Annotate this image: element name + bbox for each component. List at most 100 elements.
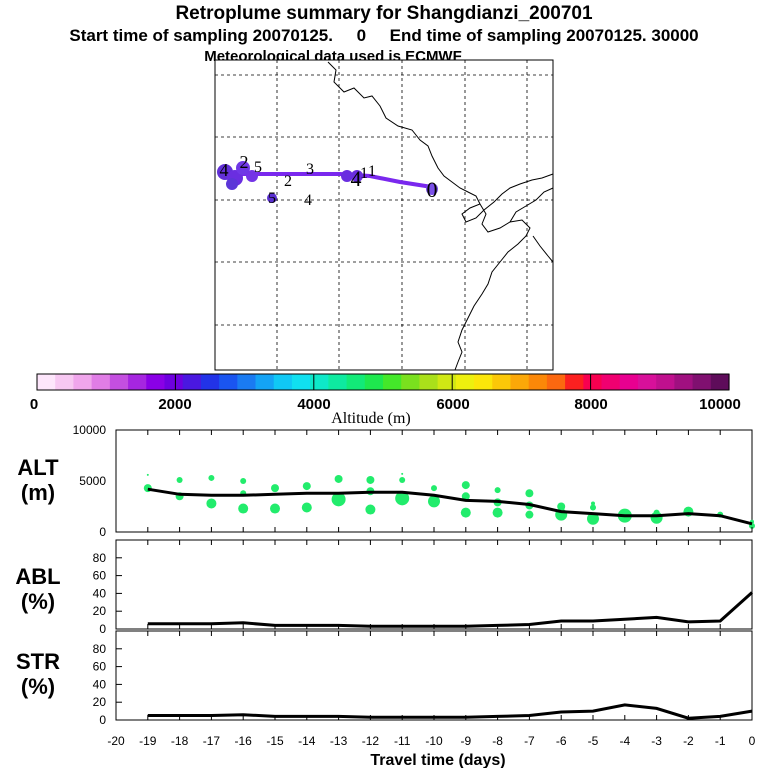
x-tick-label: -13 — [330, 734, 348, 748]
colorbar-swatch — [565, 374, 584, 390]
colorbar-tick-label: 8000 — [574, 396, 607, 413]
colorbar-tick-label: 0 — [30, 396, 38, 413]
colorbar-swatch — [182, 374, 202, 390]
colorbar-swatch — [656, 374, 675, 390]
track-label: 1 — [368, 163, 376, 180]
x-tick-label: -7 — [524, 734, 535, 748]
y-tick-label: 60 — [93, 569, 107, 583]
str-xtick-labels: -20 -19 -18 -17 -16 -15 -14 -13 -12 -11 -10 -9 -8 -7-… — [107, 734, 755, 748]
colorbar-tick-label: 4000 — [297, 396, 330, 413]
altitude-colorbar — [36, 373, 730, 391]
colorbar-swatch — [37, 374, 56, 390]
colorbar-swatch — [710, 374, 730, 390]
x-tick-label: 0 — [749, 734, 756, 748]
alt-dot — [302, 482, 311, 491]
x-tick-label: -3 — [651, 734, 662, 748]
alt-dot — [590, 504, 596, 511]
colorbar-swatch — [364, 374, 384, 390]
track-label: 4 — [351, 166, 362, 191]
alt-dot — [557, 502, 566, 511]
alt-dot — [431, 485, 437, 492]
alt-scatter — [143, 472, 755, 529]
x-tick-label: -14 — [298, 734, 316, 748]
str-line — [147, 703, 753, 720]
alt-dot — [494, 487, 501, 494]
colorbar-swatch — [637, 374, 657, 390]
x-tick-label: -20 — [107, 734, 125, 748]
y-tick-label: 0 — [99, 713, 106, 727]
colorbar-swatch — [419, 374, 439, 390]
colorbar-swatch — [128, 374, 147, 390]
colorbar-swatch — [73, 374, 93, 390]
track-line — [233, 172, 433, 189]
track-marker — [236, 161, 250, 175]
alt-dot — [460, 507, 471, 518]
str-ylabel: STR — [16, 649, 60, 674]
x-tick-label: -12 — [362, 734, 380, 748]
track-label: 2 — [284, 173, 292, 190]
alt-yunit: (m) — [21, 480, 55, 505]
track-label: 4 — [304, 192, 312, 209]
colorbar-swatch — [55, 374, 75, 390]
y-tick-label: 0 — [99, 622, 106, 636]
abl-panel: ABL (%) 80 60 40 20 0 — [15, 539, 754, 636]
x-tick-label: -6 — [556, 734, 567, 748]
colorbar-swatch — [437, 374, 457, 390]
colorbar-swatch — [310, 374, 329, 390]
track-label: 5 — [268, 190, 276, 207]
colorbar-swatch — [674, 374, 694, 390]
track-marker — [246, 170, 258, 182]
y-tick-label: 20 — [93, 604, 107, 618]
track-label: 3 — [306, 161, 314, 178]
abl-yunit: (%) — [21, 589, 55, 614]
track-marker — [226, 178, 238, 190]
alt-dot — [271, 484, 279, 493]
alt-panel: ALT (m) 10000 5000 0 — [17, 423, 755, 539]
x-tick-label: -18 — [171, 734, 189, 748]
alt-xticks — [115, 430, 753, 532]
colorbar-swatch — [291, 374, 311, 390]
map-panel: 0 1 2 3 4 5 2 4 5 1 4 — [214, 59, 554, 371]
alt-dot — [331, 492, 346, 507]
y-tick-label: 80 — [93, 551, 107, 565]
x-tick-label: -16 — [235, 734, 253, 748]
colorbar-swatch — [164, 374, 184, 390]
abl-xticks — [115, 540, 753, 629]
alt-dot — [525, 489, 534, 498]
alt-dot — [301, 502, 312, 513]
x-tick-label: -5 — [588, 734, 599, 748]
abl-frame — [115, 539, 753, 630]
coastline — [327, 61, 554, 371]
x-tick-label: -19 — [139, 734, 157, 748]
colorbar-tick-label: 10000 — [699, 396, 741, 413]
colorbar-swatch — [146, 374, 166, 390]
colorbar-swatch — [273, 374, 293, 390]
alt-dot — [365, 504, 376, 515]
alt-dot — [401, 472, 404, 475]
abl-yticks: 80 60 40 20 0 — [93, 551, 122, 636]
alt-dot — [176, 476, 183, 483]
str-frame — [115, 630, 753, 721]
figure-subtitle: Start time of sampling 20070125. 0 End t… — [69, 26, 698, 45]
alt-ytick-label: 0 — [99, 525, 106, 539]
colorbar-swatch — [219, 374, 238, 390]
colorbar-swatch — [492, 374, 512, 390]
track-label: 4 — [220, 160, 229, 180]
track-marker — [426, 183, 438, 195]
track-label: 0 — [427, 177, 438, 202]
colorbar-swatch — [510, 374, 530, 390]
x-tick-label: -10 — [425, 734, 443, 748]
str-yticks: 80 60 40 20 0 — [93, 642, 122, 727]
x-axis-label: Travel time (days) — [370, 752, 505, 768]
alt-dot — [146, 473, 149, 476]
colorbar-swatch — [200, 374, 220, 390]
alt-dot — [395, 491, 410, 506]
y-tick-label: 60 — [93, 660, 107, 674]
alt-dot — [238, 503, 249, 514]
colorbar-swatch — [109, 374, 129, 390]
str-xticks — [115, 631, 753, 720]
x-tick-label: -11 — [394, 734, 411, 748]
alt-dot — [366, 475, 375, 484]
alt-ylabel: ALT — [17, 455, 59, 480]
colorbar-swatch — [601, 374, 621, 390]
